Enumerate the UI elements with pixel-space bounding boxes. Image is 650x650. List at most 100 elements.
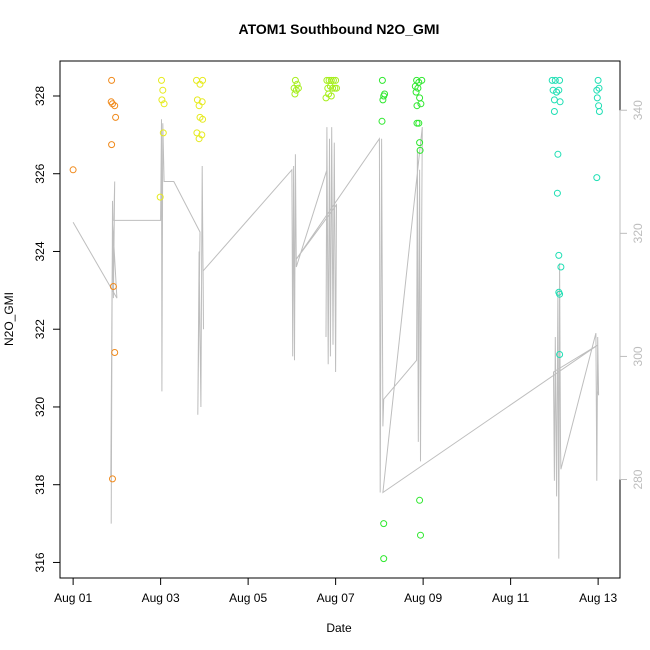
data-point (159, 129, 167, 137)
data-point (556, 98, 564, 106)
secondary-y-tick-label: 340 (631, 100, 645, 120)
data-point (416, 496, 424, 504)
data-point (554, 150, 562, 158)
data-point (199, 115, 207, 123)
data-point (418, 76, 426, 84)
data-point (595, 84, 603, 92)
data-point (556, 76, 564, 84)
secondary-y-tick-label: 280 (631, 469, 645, 489)
y-tick-label: 322 (33, 319, 47, 339)
data-point (111, 349, 119, 356)
data-point (198, 131, 206, 139)
data-point (593, 86, 601, 94)
x-tick-label: Aug 03 (142, 591, 180, 605)
x-tick-label: Aug 11 (492, 591, 529, 605)
data-point (380, 555, 388, 563)
y-tick-label: 318 (33, 474, 47, 494)
data-point (322, 94, 330, 102)
x-tick-label: Aug 01 (54, 591, 92, 605)
y-tick-label: 320 (33, 397, 47, 417)
data-point (593, 94, 601, 102)
y-tick-label: 316 (33, 552, 47, 572)
data-point (378, 117, 386, 125)
data-point (556, 351, 564, 358)
altitude-trace-layer (72, 119, 600, 559)
data-point (292, 86, 300, 94)
data-point (193, 76, 200, 84)
y-axis: 316 318 320 322 324 326 328 (33, 86, 61, 572)
y-axis-title: N2O_GMI (2, 292, 16, 346)
data-point (555, 251, 563, 259)
data-point (556, 290, 564, 298)
y-tick-label: 326 (33, 163, 47, 183)
data-point (593, 174, 601, 182)
data-point (553, 88, 561, 96)
data-point (378, 76, 386, 84)
data-point (195, 102, 203, 110)
data-point (414, 84, 422, 92)
data-points-layer (69, 76, 603, 563)
data-point (112, 113, 120, 121)
data-point (594, 76, 602, 84)
data-point (417, 531, 424, 539)
data-point (326, 82, 334, 90)
data-point (109, 100, 116, 108)
data-point (381, 90, 389, 98)
data-point (555, 86, 563, 94)
data-point (329, 84, 337, 92)
x-tick-label: Aug 07 (317, 591, 355, 605)
data-point (111, 102, 119, 110)
data-point (159, 86, 167, 94)
data-point (595, 108, 603, 115)
data-point (548, 76, 556, 84)
data-point (160, 100, 168, 108)
data-point (417, 100, 425, 108)
data-point (416, 139, 424, 147)
y-tick-label: 324 (33, 241, 47, 261)
data-point (158, 96, 166, 104)
data-point (109, 475, 116, 483)
data-point (413, 102, 421, 110)
secondary-y-axis: 280 300 320 340 (619, 100, 645, 490)
data-point (329, 76, 337, 84)
x-tick-label: Aug 05 (229, 591, 267, 605)
data-point (291, 76, 299, 84)
x-tick-label: Aug 13 (579, 591, 617, 605)
data-point (109, 283, 117, 290)
data-point (595, 102, 603, 110)
data-point (380, 520, 388, 528)
data-point (416, 94, 424, 102)
data-point (549, 86, 557, 94)
data-point (551, 76, 559, 84)
secondary-y-tick-label: 300 (631, 346, 645, 366)
data-point (550, 108, 558, 115)
altitude-trace-line (72, 119, 600, 559)
plot-frame (59, 60, 621, 579)
data-point (108, 76, 116, 84)
data-point (108, 141, 116, 149)
data-point (415, 119, 423, 127)
data-point (158, 76, 165, 84)
data-point (550, 96, 558, 104)
x-axis: Aug 01 Aug 03 Aug 05 Aug 07 Aug 09 Aug 11 Aug … (54, 577, 617, 605)
data-point (557, 263, 565, 271)
secondary-y-tick-label: 320 (631, 223, 645, 243)
data-point (294, 84, 302, 92)
data-point (156, 193, 164, 201)
x-axis-title: Date (326, 621, 352, 635)
data-point (107, 98, 115, 106)
data-point (416, 146, 424, 154)
data-point (198, 98, 206, 106)
data-point (412, 88, 420, 96)
data-point (291, 90, 299, 98)
x-tick-label: Aug 09 (404, 591, 442, 605)
data-point (379, 96, 387, 104)
data-point (69, 166, 77, 174)
y-tick-label: 328 (33, 86, 47, 106)
data-point (199, 76, 207, 84)
chart-title: ATOM1 Southbound N2O_GMI (239, 21, 440, 37)
data-point (332, 76, 340, 84)
data-point (553, 189, 561, 197)
data-point (333, 84, 340, 92)
